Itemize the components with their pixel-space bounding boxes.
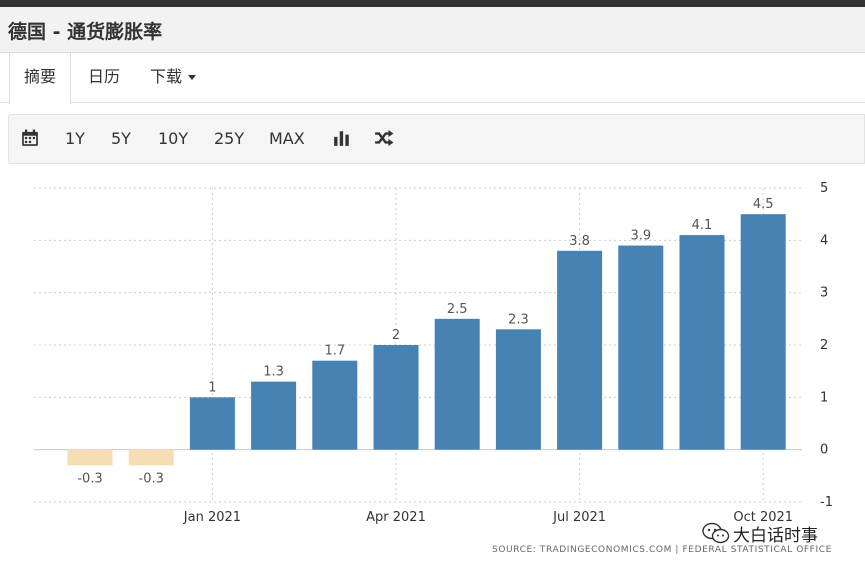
caret-down-icon [188,75,197,80]
bar-value-label: -0.3 [77,471,102,486]
calendar-icon[interactable] [21,129,39,147]
range-1y-button[interactable]: 1Y [65,129,85,148]
bar-value-label: 4.5 [753,197,774,212]
bar-oct-2021 [740,214,786,450]
inflation-bar-chart: -0.3 -0.3 1 1.3 1.7 2 2.5 2.3 3.8 3.9 4.1 4.5 Jan 2… [34,181,833,525]
tab-download-label: 下载 [150,67,183,86]
bar-value-label: 2.5 [447,302,468,317]
bar-apr-2021 [373,345,419,450]
bar-value-label: 1.3 [263,365,284,380]
bar-value-label: 2 [392,328,400,343]
x-tick-label: Jul 2021 [552,510,606,525]
bar-sep-2021 [679,235,725,450]
bar-may-2021 [434,318,480,450]
tab-calendar[interactable]: 日历 [88,53,120,103]
y-tick-label: -1 [820,495,833,510]
page-header: 德国 - 通货膨胀率 [0,7,865,53]
bar-chart-icon[interactable] [333,129,351,147]
chart-value-labels: -0.3 -0.3 1 1.3 1.7 2 2.5 2.3 3.8 3.9 4.1 4.5 [77,197,773,486]
bar-value-label: 4.1 [692,218,713,233]
shuffle-icon[interactable] [374,129,394,147]
page-title: 德国 - 通货膨胀率 [8,21,163,43]
tab-summary-label: 摘要 [23,67,56,86]
bar-value-label: 1 [208,380,216,395]
bar-jun-2021 [495,329,541,450]
y-tick-label: 2 [820,338,828,353]
y-tick-label: 3 [820,286,828,301]
tab-bar: 摘要 日历 下载 [0,53,865,104]
x-tick-label: Oct 2021 [733,510,793,525]
chart-bars [67,214,786,466]
range-max-button[interactable]: MAX [269,129,305,148]
tab-summary[interactable]: 摘要 [9,53,71,104]
tab-download[interactable]: 下载 [150,53,197,103]
bar-value-label: -0.3 [139,471,164,486]
x-tick-label: Apr 2021 [366,510,426,525]
x-tick-label: Jan 2021 [183,510,241,525]
range-5y-button[interactable]: 5Y [111,129,131,148]
range-25y-button[interactable]: 25Y [214,129,245,148]
y-tick-label: 4 [820,233,828,248]
bar-feb-2021 [251,381,297,450]
watermark-text: 大白话时事 [733,526,818,546]
chart-toolbar: 1Y 5Y 10Y 25Y MAX [8,114,865,164]
y-tick-label: 5 [820,181,828,196]
chart-x-axis: Jan 2021 Apr 2021 Jul 2021 Oct 2021 [183,510,793,525]
bar-nov-2020 [67,449,113,466]
y-tick-label: 1 [820,390,828,405]
chart-y-axis: 5 4 3 2 1 0 -1 [820,181,833,510]
tab-calendar-label: 日历 [88,67,121,86]
range-10y-button[interactable]: 10Y [158,129,189,148]
bar-value-label: 3.9 [630,229,651,244]
bar-value-label: 2.3 [508,312,529,327]
wechat-icon [702,522,730,544]
y-tick-label: 0 [820,443,828,458]
bar-value-label: 3.8 [569,234,590,249]
bar-jul-2021 [557,250,603,450]
bar-mar-2021 [312,360,358,450]
top-strip [0,0,865,7]
source-note: SOURCE: TRADINGECONOMICS.COM | FEDERAL S… [492,545,832,555]
bar-value-label: 1.7 [324,344,345,359]
bar-dec-2020 [128,449,174,466]
bar-jan-2021 [189,397,235,450]
bar-aug-2021 [618,245,664,450]
